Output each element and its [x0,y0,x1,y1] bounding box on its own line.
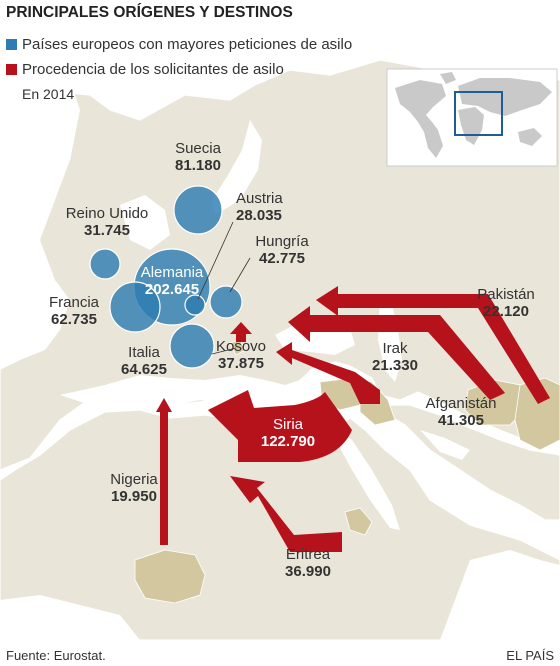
scandinavia-gap [30,120,75,175]
label-alemania: Alemania 202.645 [124,264,220,298]
legend-swatch-blue [6,39,17,50]
label-afganistan-value: 41.305 [438,412,484,429]
red-sea [338,430,400,530]
circle-suecia [173,185,223,235]
label-italia-name: Italia [128,344,160,361]
label-nigeria: Nigeria 19.950 [94,471,174,505]
label-reino-unido-value: 31.745 [84,222,130,239]
arrow-irak [276,342,380,404]
legend-swatch-red [6,64,17,75]
arrow-eritrea [230,476,342,552]
label-siria: Siria 122.790 [240,416,336,450]
circle-hungria [209,285,243,319]
label-hungria-name: Hungría [255,233,309,250]
label-francia: Francia 62.735 [38,294,110,328]
label-austria-value: 28.035 [236,207,282,224]
inset-highlight-box [454,91,503,136]
baltic-sea [212,120,262,215]
page-title: PRINCIPALES ORÍGENES Y DESTINOS [6,4,293,21]
label-francia-value: 62.735 [51,311,97,328]
arrow-pakistan [316,286,550,404]
label-nigeria-value: 19.950 [111,488,157,505]
arrow-nigeria [156,398,172,545]
inset-greenland [440,72,456,84]
label-francia-name: Francia [48,294,100,311]
inner-seas [0,80,560,640]
label-suecia-value: 81.180 [175,157,221,174]
arabia-landmass [354,404,560,521]
persian-gulf [420,430,470,460]
label-alemania-name: Alemania [140,264,204,281]
label-austria: Austria 28.035 [236,190,283,224]
north-sea [120,195,170,250]
label-suecia-name: Suecia [175,140,221,157]
legend-destinations-label: Países europeos con mayores peticiones d… [22,36,353,53]
nigeria-country [134,549,206,604]
label-eritrea-value: 36.990 [285,563,331,580]
origin-arrows [156,286,550,552]
legend-origins: Procedencia de los solicitantes de asilo [6,61,284,78]
label-pakistan: Pakistán 22.120 [466,286,546,320]
inset-continents [395,72,552,158]
source-note: Fuente: Eurostat. [6,648,106,663]
inset-eurasia [458,78,552,116]
eritrea-country [344,507,373,536]
label-siria-name: Siria [272,416,303,433]
inset-australia [518,128,542,146]
label-nigeria-name: Nigeria [110,471,158,488]
label-italia-value: 64.625 [121,361,167,378]
label-eritrea-name: Eritrea [285,546,331,563]
label-irak: Irak 21.330 [360,340,430,374]
label-suecia: Suecia 81.180 [158,140,238,174]
label-austria-name: Austria [236,190,283,207]
circle-reino-unido [89,248,121,280]
label-siria-value: 122.790 [260,433,316,450]
leader-hungria [229,257,251,293]
legend-destinations: Países europeos con mayores peticiones d… [6,36,352,53]
label-afganistan-name: Afganistán [425,395,497,412]
mediterranean-sea [60,368,350,410]
inset-americas [395,80,446,158]
label-italia: Italia 64.625 [112,344,176,378]
circle-francia [109,281,161,333]
circle-italia [169,323,215,369]
arabian-sea [440,550,560,640]
legend-origins-label: Procedencia de los solicitantes de asilo [22,61,284,78]
label-hungria: Hungría 42.775 [242,233,322,267]
inset-world-map [386,68,558,167]
leader-austria [197,221,234,300]
label-irak-value: 21.330 [372,357,418,374]
leader-kosovo [211,347,237,355]
label-kosovo: Kosovo 37.875 [208,338,274,372]
circle-austria [184,294,206,316]
label-kosovo-name: Kosovo [215,338,267,355]
label-reino-unido: Reino Unido 31.745 [52,205,162,239]
publisher-credit: EL PAÍS [506,648,554,663]
destination-circles [89,185,243,369]
arrow-afganistan [288,306,505,400]
label-kosovo-value: 37.875 [218,355,264,372]
label-reino-unido-name: Reino Unido [65,205,149,222]
leader-lines [197,221,251,355]
label-eritrea: Eritrea 36.990 [272,546,344,580]
label-alemania-value: 202.645 [144,281,200,298]
gulf-of-guinea [0,595,140,640]
label-pakistan-name: Pakistán [477,286,535,303]
label-irak-name: Irak [382,340,408,357]
label-pakistan-value: 22.120 [483,303,529,320]
arrow-kosovo [230,322,252,342]
label-afganistan: Afganistán 41.305 [410,395,512,429]
label-hungria-value: 42.775 [259,250,305,267]
arrow-siria [208,390,352,462]
legend-year: En 2014 [22,86,75,102]
